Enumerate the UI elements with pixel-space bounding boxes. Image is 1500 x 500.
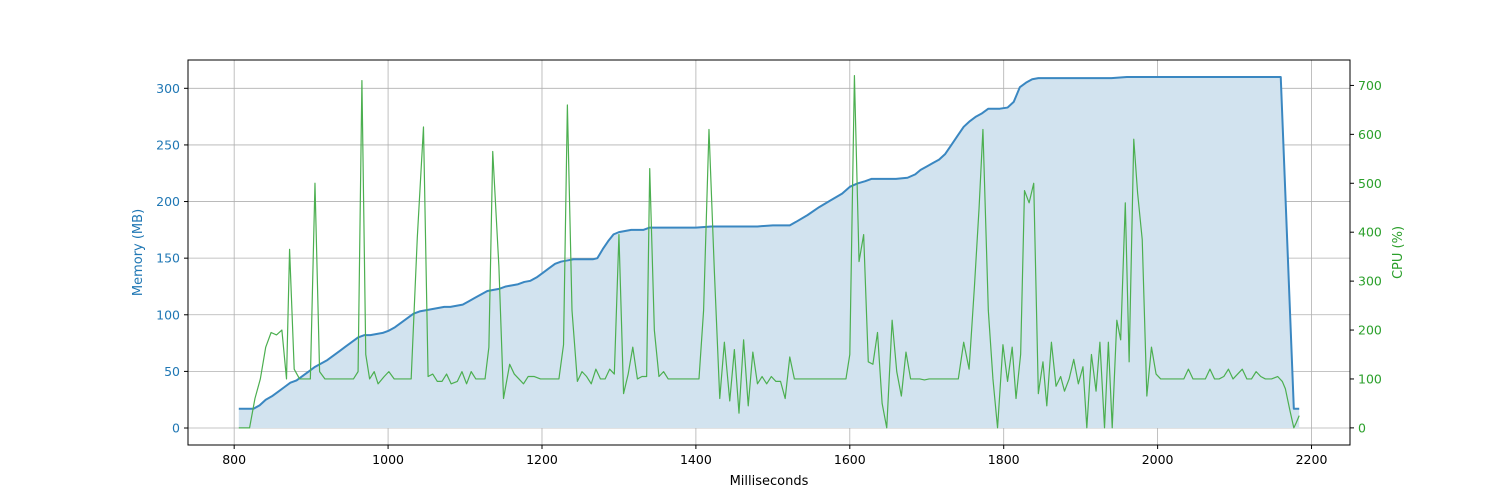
x-tick-label: 2200 [1296, 452, 1328, 467]
left-y-axis-title: Memory (MB) [131, 209, 146, 296]
left-y-tick-label: 200 [156, 194, 180, 209]
cpu-series-line [238, 75, 1300, 429]
right-y-tick-label: 200 [1358, 323, 1382, 338]
x-tick-label: 1600 [834, 452, 866, 467]
left-y-tick-label: 50 [164, 364, 180, 379]
x-axis-title: Milliseconds [730, 474, 809, 489]
right-y-tick-label: 700 [1358, 78, 1382, 93]
right-y-tick-label: 400 [1358, 225, 1382, 240]
left-y-tick-label: 150 [156, 251, 180, 266]
right-y-tick-label: 600 [1358, 127, 1382, 142]
right-y-axis-title: CPU (%) [1391, 226, 1406, 279]
x-tick-label: 1800 [988, 452, 1020, 467]
x-tick-label: 800 [222, 452, 246, 467]
right-y-tick-label: 0 [1358, 420, 1366, 435]
right-y-tick-label: 300 [1358, 274, 1382, 289]
left-y-tick-label: 100 [156, 307, 180, 322]
left-y-tick-label: 250 [156, 137, 180, 152]
right-y-tick-label: 100 [1358, 371, 1382, 386]
memory-series-line [238, 75, 1300, 410]
x-tick-label: 1400 [680, 452, 712, 467]
x-tick-label: 1200 [526, 452, 558, 467]
x-tick-label: 2000 [1142, 452, 1174, 467]
x-tick-label: 1000 [372, 452, 404, 467]
plot-frame [187, 59, 1351, 446]
plot-area [238, 75, 1300, 429]
left-y-tick-label: 300 [156, 81, 180, 96]
axes: 800 1000 1200 1400 1600 1800 2000 2200050100150… [156, 59, 1382, 467]
right-y-tick-label: 500 [1358, 176, 1382, 191]
memory-area [238, 76, 1300, 429]
left-y-tick-label: 0 [172, 421, 180, 436]
